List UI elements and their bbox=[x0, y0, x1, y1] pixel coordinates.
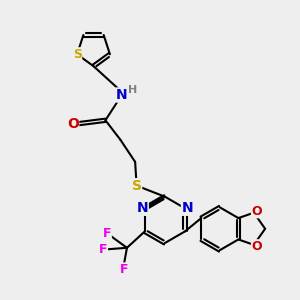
Text: F: F bbox=[99, 243, 107, 256]
Text: F: F bbox=[103, 227, 111, 240]
Text: H: H bbox=[128, 85, 138, 95]
Text: S: S bbox=[73, 48, 82, 61]
Text: N: N bbox=[182, 201, 193, 215]
Text: O: O bbox=[67, 117, 79, 131]
Text: N: N bbox=[136, 201, 148, 215]
Text: O: O bbox=[251, 205, 262, 218]
Text: N: N bbox=[116, 88, 128, 102]
Text: S: S bbox=[132, 179, 142, 193]
Text: F: F bbox=[120, 263, 128, 276]
Text: O: O bbox=[251, 240, 262, 253]
